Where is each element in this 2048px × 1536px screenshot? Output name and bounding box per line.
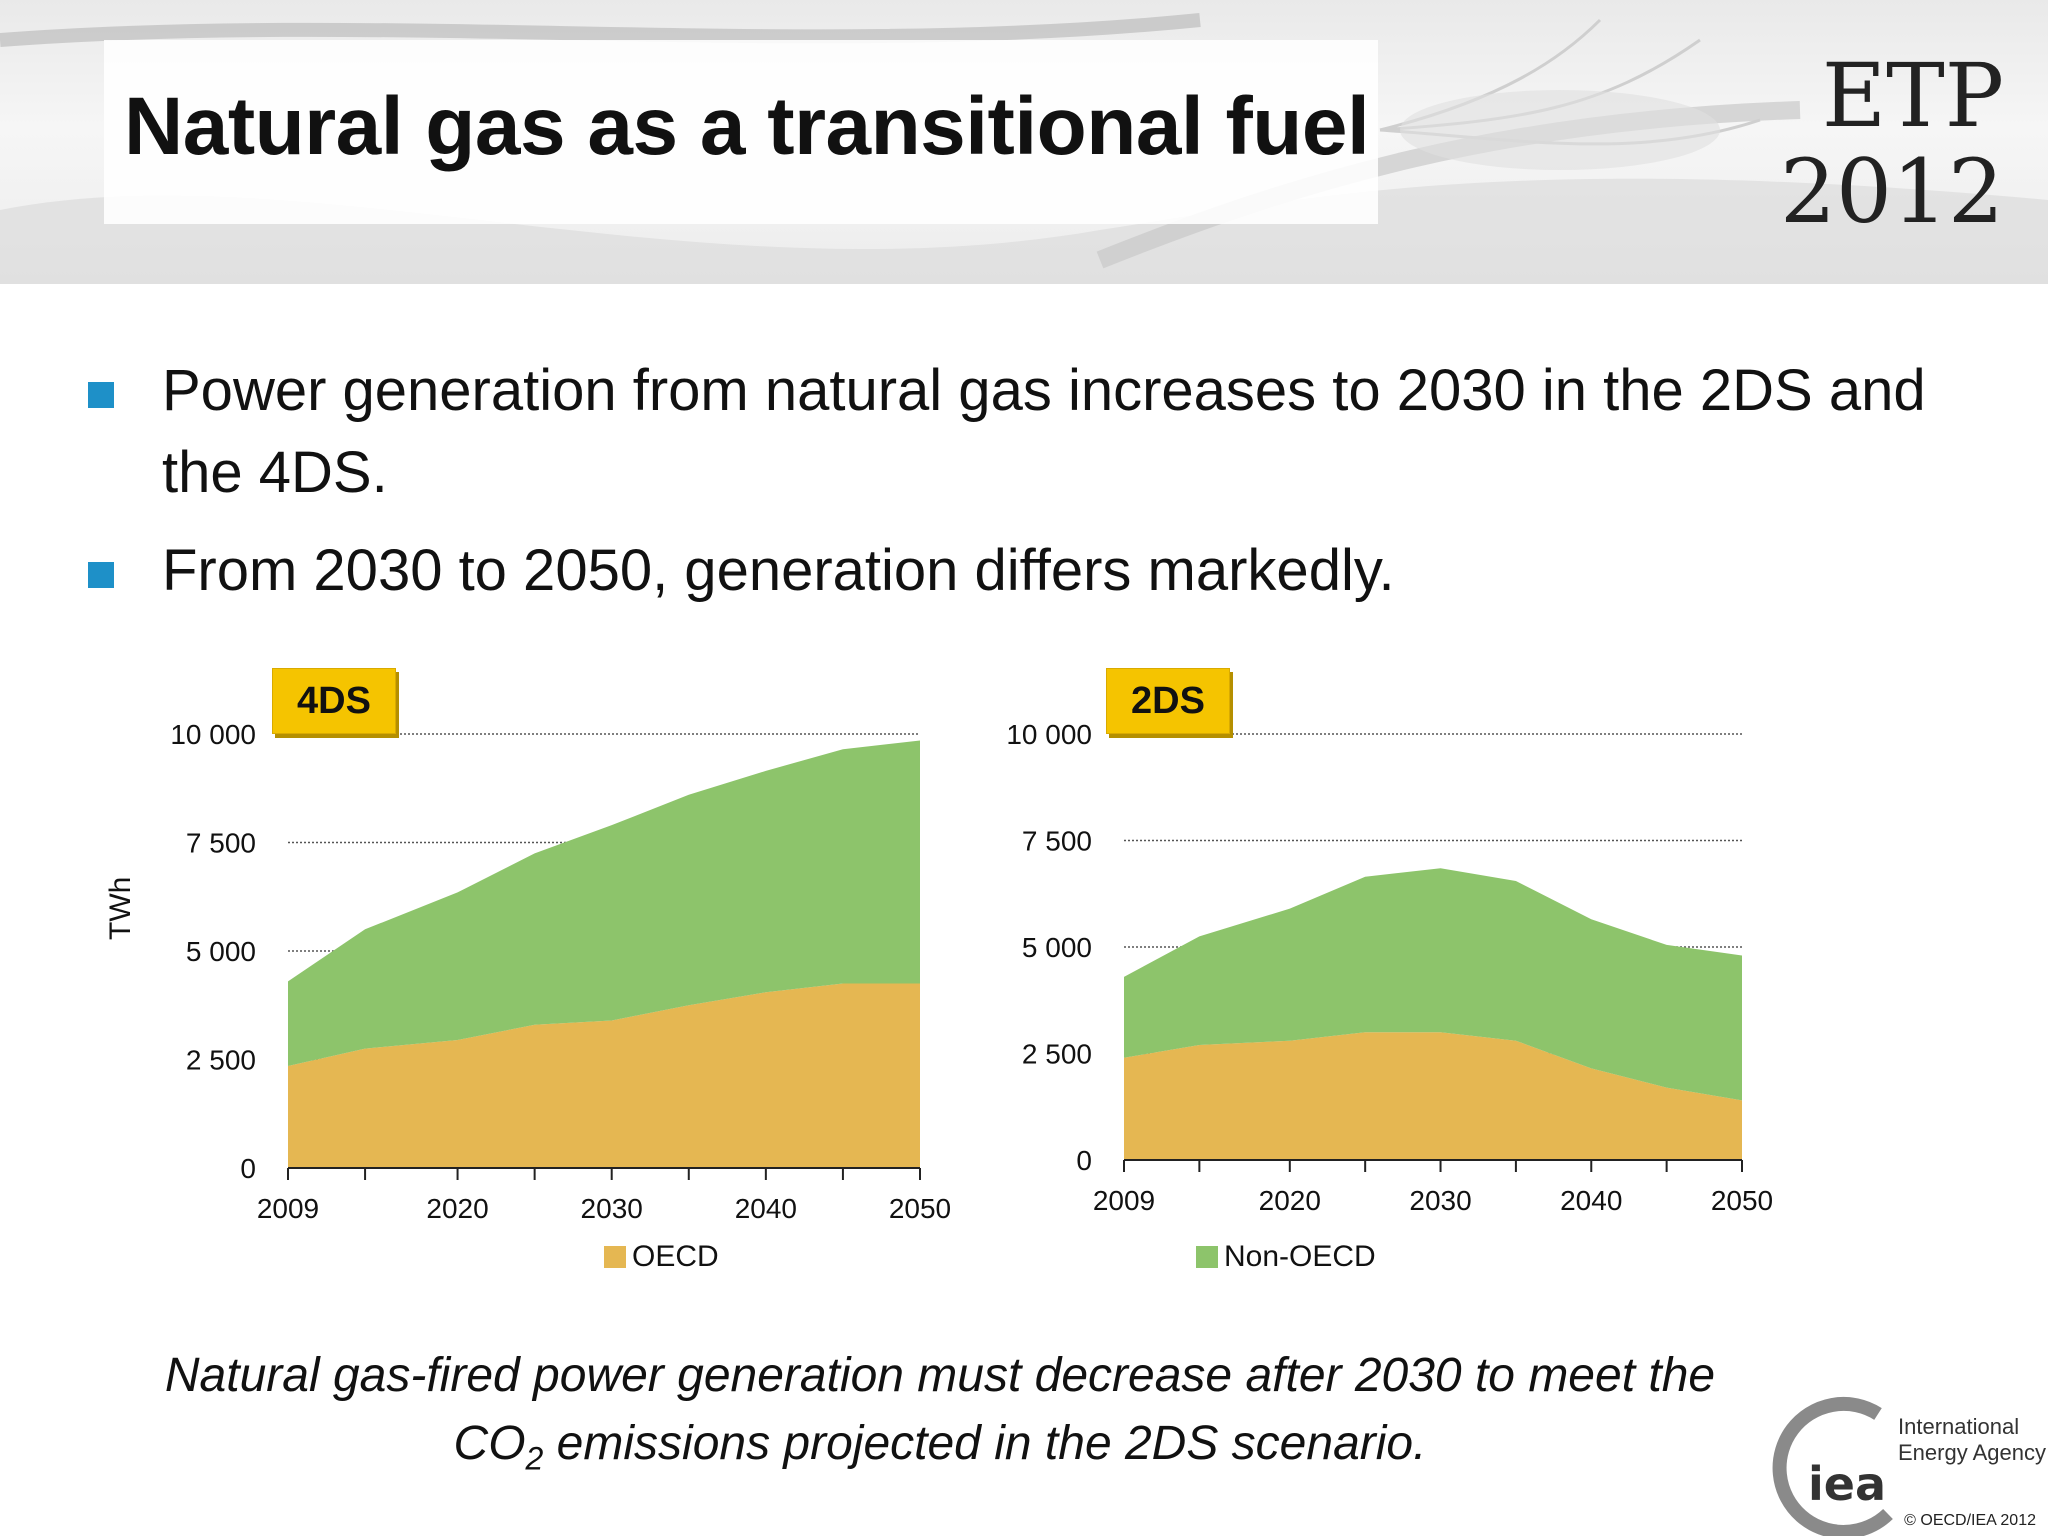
footnote-subscript: 2 xyxy=(525,1440,544,1477)
etp-logo-line1: ETP xyxy=(1821,44,2004,147)
square-bullet-icon xyxy=(88,562,114,588)
bullet-item: From 2030 to 2050, generation differs ma… xyxy=(88,530,1968,612)
x-tick-label: 2030 xyxy=(1409,1185,1471,1216)
bullet-text: Power generation from natural gas increa… xyxy=(162,358,1926,505)
footnote-part1: Natural gas-fired power generation must … xyxy=(164,1349,1716,1470)
iea-name: International Energy Agency xyxy=(1898,1414,2046,1466)
x-tick-label: 2020 xyxy=(426,1193,488,1224)
y-tick-label: 5 000 xyxy=(1022,932,1092,963)
tag-2ds: 2DS xyxy=(1106,668,1230,734)
bullet-list: Power generation from natural gas increa… xyxy=(88,350,1968,628)
y-tick-label: 10 000 xyxy=(1006,719,1092,750)
x-tick-label: 2050 xyxy=(1711,1185,1773,1216)
area-series-non-oecd xyxy=(288,740,920,1067)
y-tick-label: 7 500 xyxy=(1022,826,1092,857)
footnote: Natural gas-fired power generation must … xyxy=(140,1342,1740,1493)
y-tick-label: 10 000 xyxy=(170,719,256,750)
x-tick-label: 2020 xyxy=(1259,1185,1321,1216)
bullet-item: Power generation from natural gas increa… xyxy=(88,350,1968,514)
x-tick-label: 2050 xyxy=(889,1193,951,1224)
bullet-text: From 2030 to 2050, generation differs ma… xyxy=(162,538,1395,603)
copyright: © OECD/IEA 2012 xyxy=(1904,1512,2036,1529)
y-tick-label: 7 500 xyxy=(186,828,256,859)
legend-oecd: OECD xyxy=(604,1240,719,1274)
legend-swatch-oecd xyxy=(604,1246,626,1268)
iea-logo-letters: iea xyxy=(1808,1457,1886,1511)
etp-logo-line2: 2012 xyxy=(1780,140,2004,243)
tag-4ds: 4DS xyxy=(272,668,396,734)
iea-name-line1: International xyxy=(1898,1414,2020,1439)
legend-non-oecd: Non-OECD xyxy=(1196,1240,1376,1274)
y-tick-label: 2 500 xyxy=(1022,1039,1092,1070)
legend-label-non-oecd: Non-OECD xyxy=(1224,1240,1376,1273)
y-tick-label: 0 xyxy=(1076,1145,1092,1176)
iea-name-line2: Energy Agency xyxy=(1898,1440,2046,1465)
footnote-part2: emissions projected in the 2DS scenario. xyxy=(543,1417,1427,1470)
x-tick-label: 2030 xyxy=(581,1193,643,1224)
banner-background-art xyxy=(0,13,2048,284)
title-box xyxy=(104,40,1378,224)
legend-swatch-non-oecd xyxy=(1196,1246,1218,1268)
x-tick-label: 2040 xyxy=(1560,1185,1622,1216)
area-series-oecd xyxy=(288,983,920,1168)
y-tick-label: 0 xyxy=(240,1153,256,1184)
page-title: Natural gas as a transitional fuel xyxy=(124,81,1370,172)
x-tick-label: 2009 xyxy=(257,1193,319,1224)
x-tick-label: 2009 xyxy=(1093,1185,1155,1216)
square-bullet-icon xyxy=(88,382,114,408)
area-series-oecd xyxy=(1124,1032,1742,1160)
legend-label-oecd: OECD xyxy=(632,1240,719,1273)
iea-logo-icon: iea xyxy=(1772,1397,1893,1536)
y-tick-label: 5 000 xyxy=(186,936,256,967)
area-series-non-oecd xyxy=(1124,868,1742,1101)
y-tick-label: 2 500 xyxy=(186,1045,256,1076)
etp-logo: ETP 2012 xyxy=(1780,48,2004,240)
x-tick-label: 2040 xyxy=(735,1193,797,1224)
